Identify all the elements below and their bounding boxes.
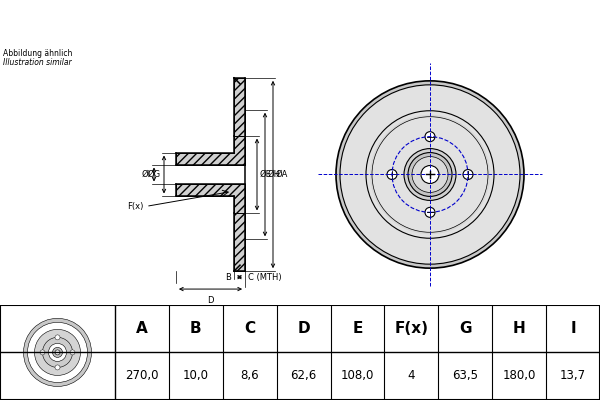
- Circle shape: [425, 207, 435, 217]
- Text: 62,6: 62,6: [290, 370, 317, 382]
- Circle shape: [55, 365, 60, 370]
- Circle shape: [340, 85, 520, 264]
- Circle shape: [55, 335, 60, 340]
- Text: 410213: 410213: [377, 11, 464, 31]
- Text: ØI: ØI: [142, 170, 151, 179]
- Text: 10,0: 10,0: [183, 370, 209, 382]
- Circle shape: [404, 148, 456, 200]
- Text: I: I: [570, 321, 576, 336]
- Circle shape: [366, 111, 494, 238]
- Polygon shape: [234, 213, 245, 271]
- Text: 180,0: 180,0: [502, 370, 536, 382]
- Circle shape: [49, 343, 67, 362]
- Text: 8,6: 8,6: [241, 370, 259, 382]
- Circle shape: [70, 350, 75, 355]
- Circle shape: [40, 350, 45, 355]
- Circle shape: [412, 156, 448, 192]
- Text: E: E: [352, 321, 362, 336]
- Circle shape: [35, 329, 80, 376]
- Text: G: G: [459, 321, 472, 336]
- Text: B: B: [225, 273, 231, 282]
- Text: C (MTH): C (MTH): [248, 273, 281, 282]
- Text: H: H: [513, 321, 526, 336]
- Circle shape: [43, 337, 73, 368]
- Circle shape: [425, 132, 435, 142]
- Text: F(x): F(x): [394, 321, 428, 336]
- Text: C: C: [244, 321, 255, 336]
- Text: F(x): F(x): [128, 202, 144, 211]
- Circle shape: [463, 170, 473, 180]
- Circle shape: [28, 322, 88, 382]
- Text: A: A: [136, 321, 148, 336]
- Circle shape: [372, 117, 488, 232]
- Text: 63,5: 63,5: [452, 370, 478, 382]
- Text: Abbildung ähnlich: Abbildung ähnlich: [3, 49, 73, 58]
- Text: D: D: [207, 296, 214, 305]
- Circle shape: [370, 115, 490, 234]
- Text: B: B: [190, 321, 202, 336]
- Text: D: D: [297, 321, 310, 336]
- Text: 24.0110-0213.1: 24.0110-0213.1: [138, 11, 322, 31]
- Polygon shape: [176, 184, 245, 213]
- Circle shape: [55, 350, 60, 355]
- Text: 4: 4: [407, 370, 415, 382]
- Circle shape: [336, 81, 524, 268]
- Text: ØH: ØH: [268, 170, 281, 179]
- Polygon shape: [234, 78, 245, 136]
- Text: ØG: ØG: [148, 170, 161, 179]
- Text: ØA: ØA: [276, 170, 289, 179]
- Circle shape: [408, 152, 452, 196]
- Circle shape: [23, 318, 91, 386]
- Text: ØE: ØE: [260, 170, 272, 179]
- Circle shape: [53, 347, 62, 358]
- Text: 108,0: 108,0: [341, 370, 374, 382]
- Polygon shape: [176, 136, 245, 164]
- Circle shape: [421, 166, 439, 184]
- Text: 270,0: 270,0: [125, 370, 158, 382]
- Text: 13,7: 13,7: [560, 370, 586, 382]
- Text: Illustration similar: Illustration similar: [3, 58, 71, 67]
- Circle shape: [387, 170, 397, 180]
